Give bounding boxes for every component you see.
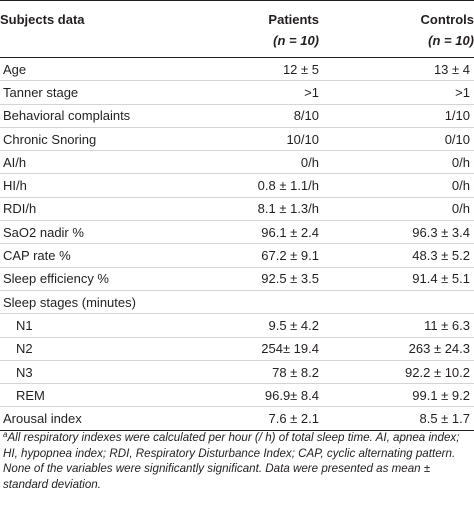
- subjects-data-table: Subjects data Patients Controls (n = 10)…: [0, 0, 474, 431]
- row-label: HI/h: [0, 173, 178, 198]
- row-controls-value: 0/h: [319, 150, 474, 175]
- row-label: RDI/h: [0, 197, 178, 222]
- row-patients-value: 12 ± 5: [178, 57, 319, 82]
- footnote-marker: a: [3, 430, 8, 439]
- row-controls-value: 0/h: [319, 173, 474, 198]
- row-patients-value: 8/10: [178, 104, 319, 128]
- row-controls-value: >1: [319, 80, 474, 105]
- table-row: Arousal index 7.6 ± 2.1 8.5 ± 1.7: [0, 406, 474, 431]
- header-empty: [0, 29, 178, 58]
- row-label: SaO2 nadir %: [0, 220, 178, 245]
- row-controls-value: 91.4 ± 5.1: [319, 267, 474, 291]
- table-row: Age 12 ± 5 13 ± 4: [0, 57, 474, 82]
- header-controls-n: (n = 10): [319, 29, 474, 58]
- table-row: N1 9.5 ± 4.2 11 ± 6.3: [0, 313, 474, 338]
- row-controls-value: 0/h: [319, 197, 474, 222]
- table-row: Sleep efficiency % 92.5 ± 3.5 91.4 ± 5.1: [0, 267, 474, 291]
- row-label: N2: [0, 337, 178, 361]
- row-controls-value: 0/10: [319, 127, 474, 152]
- row-patients-value: 7.6 ± 2.1: [178, 406, 319, 431]
- row-controls-value: 1/10: [319, 104, 474, 128]
- row-patients-value: >1: [178, 80, 319, 105]
- row-controls-value: 96.3 ± 3.4: [319, 220, 474, 245]
- row-patients-value: 92.5 ± 3.5: [178, 267, 319, 291]
- header-controls: Controls: [319, 0, 474, 29]
- table-row: Behavioral complaints 8/10 1/10: [0, 104, 474, 128]
- row-patients-value: 9.5 ± 4.2: [178, 313, 319, 338]
- row-controls-value: [319, 290, 474, 315]
- row-patients-value: 78 ± 8.2: [178, 360, 319, 385]
- table-row: Tanner stage >1 >1: [0, 80, 474, 105]
- row-label: Sleep stages (minutes): [0, 290, 178, 315]
- row-controls-value: 99.1 ± 9.2: [319, 383, 474, 408]
- table-header-subrow: (n = 10) (n = 10): [0, 29, 474, 58]
- table-body: Age 12 ± 5 13 ± 4 Tanner stage >1 >1 Behaviora…: [0, 57, 474, 431]
- row-controls-value: 8.5 ± 1.7: [319, 406, 474, 431]
- row-patients-value: 96.1 ± 2.4: [178, 220, 319, 245]
- header-subjects-data: Subjects data: [0, 0, 178, 29]
- row-label: Chronic Snoring: [0, 127, 178, 152]
- table-row: HI/h 0.8 ± 1.1/h 0/h: [0, 173, 474, 198]
- header-patients-n: (n = 10): [178, 29, 319, 58]
- row-label: CAP rate %: [0, 243, 178, 268]
- row-label: Age: [0, 57, 178, 82]
- row-label: Arousal index: [0, 406, 178, 431]
- row-label: AI/h: [0, 150, 178, 175]
- row-patients-value: 8.1 ± 1.3/h: [178, 197, 319, 222]
- row-controls-value: 92.2 ± 10.2: [319, 360, 474, 385]
- row-patients-value: 0.8 ± 1.1/h: [178, 173, 319, 198]
- row-label: Tanner stage: [0, 80, 178, 105]
- table-row: Sleep stages (minutes): [0, 290, 474, 315]
- table-header-row: Subjects data Patients Controls: [0, 0, 474, 29]
- row-controls-value: 13 ± 4: [319, 57, 474, 82]
- row-label: Sleep efficiency %: [0, 267, 178, 291]
- table-footnote: aAll respiratory indexes were calculated…: [3, 430, 471, 492]
- row-controls-value: 48.3 ± 5.2: [319, 243, 474, 268]
- row-controls-value: 11 ± 6.3: [319, 313, 474, 338]
- table-row: RDI/h 8.1 ± 1.3/h 0/h: [0, 197, 474, 222]
- row-label: Behavioral complaints: [0, 104, 178, 128]
- table-row: AI/h 0/h 0/h: [0, 150, 474, 175]
- table-row: Chronic Snoring 10/10 0/10: [0, 127, 474, 152]
- row-patients-value: 254± 19.4: [178, 337, 319, 361]
- table-row: REM 96.9± 8.4 99.1 ± 9.2: [0, 383, 474, 408]
- footnote-text: All respiratory indexes were calculated …: [3, 431, 460, 491]
- table-row: N3 78 ± 8.2 92.2 ± 10.2: [0, 360, 474, 385]
- row-patients-value: [178, 290, 319, 315]
- table-row: CAP rate % 67.2 ± 9.1 48.3 ± 5.2: [0, 243, 474, 268]
- header-patients: Patients: [178, 0, 319, 29]
- row-controls-value: 263 ± 24.3: [319, 337, 474, 361]
- table-row: N2 254± 19.4 263 ± 24.3: [0, 337, 474, 361]
- row-patients-value: 96.9± 8.4: [178, 383, 319, 408]
- row-label: N1: [0, 313, 178, 338]
- row-label: REM: [0, 383, 178, 408]
- table-row: SaO2 nadir % 96.1 ± 2.4 96.3 ± 3.4: [0, 220, 474, 245]
- row-patients-value: 67.2 ± 9.1: [178, 243, 319, 268]
- row-patients-value: 10/10: [178, 127, 319, 152]
- row-label: N3: [0, 360, 178, 385]
- row-patients-value: 0/h: [178, 150, 319, 175]
